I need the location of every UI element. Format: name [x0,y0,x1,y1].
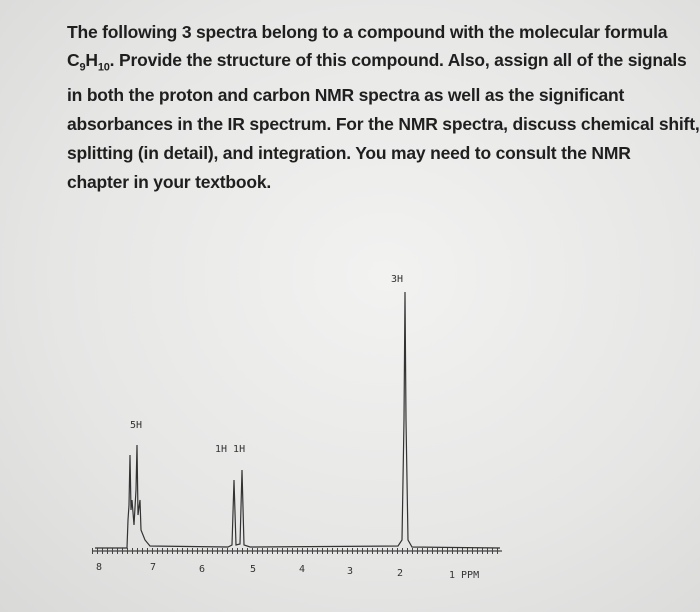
integration-label: 5H [130,420,142,431]
question-line: splitting (in detail), and integration. … [67,143,631,163]
formula-subscript: 10 [97,61,110,74]
integration-label: 1H 1H [215,444,245,455]
axis-label: 7 [150,562,156,573]
question-text: . Provide the structure of this compound… [109,50,687,70]
formula-subscript: 9 [79,61,86,74]
axis-label: 3 [347,566,353,577]
axis-label: 5 [250,564,256,575]
question-line: in both the proton and carbon NMR spectr… [67,85,625,105]
question-line: chapter in your textbook. [67,172,272,192]
axis-label: 6 [199,564,205,575]
question-line: The following 3 spectra belong to a comp… [67,22,668,42]
axis-label: 4 [299,564,305,575]
formula: H [85,50,98,70]
question-line: C9H10. Provide the structure of this com… [67,50,687,74]
integration-label: 3H [391,274,403,285]
axis-label: 1 PPM [449,570,479,581]
formula: C [67,50,80,70]
axis-label: 8 [96,562,102,573]
spectrum-trace [95,291,501,549]
axis-label: 2 [397,568,403,579]
question-line: absorbances in the IR spectrum. For the … [67,114,700,134]
